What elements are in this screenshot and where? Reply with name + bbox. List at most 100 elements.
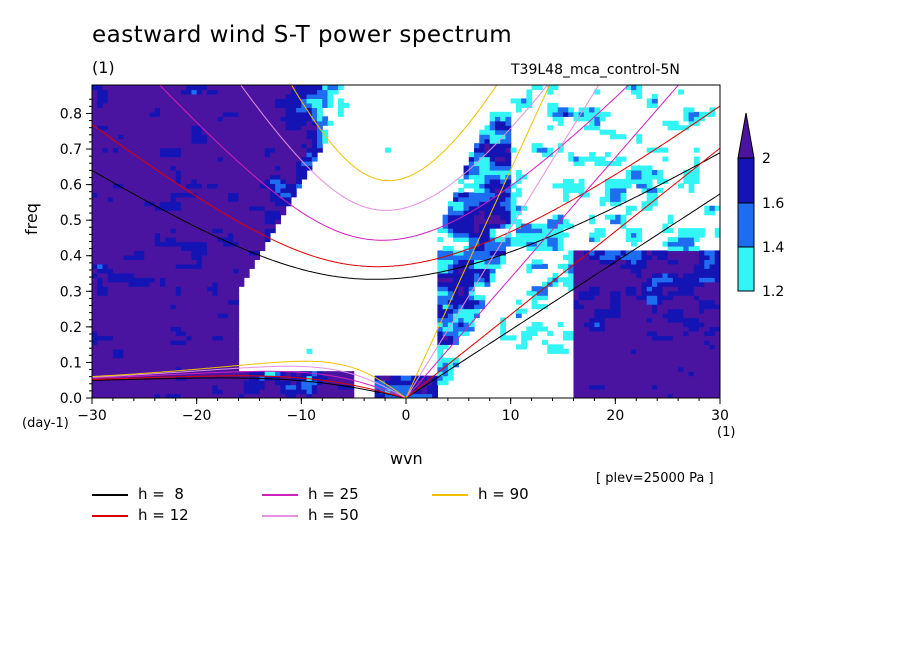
heatmap-cell <box>212 326 219 332</box>
heatmap-cell <box>97 268 104 274</box>
heatmap-cell <box>620 375 627 381</box>
heatmap-cell <box>102 384 109 390</box>
heatmap-cell <box>243 228 250 234</box>
heatmap-cell <box>458 295 465 301</box>
heatmap-cell <box>563 277 569 283</box>
heatmap-cell <box>128 89 135 95</box>
heatmap-cell <box>144 214 151 220</box>
heatmap-cell <box>160 268 166 274</box>
heatmap-cell <box>249 232 255 238</box>
heatmap-cell <box>264 165 271 171</box>
heatmap-cell <box>667 299 674 305</box>
heatmap-cell <box>139 277 145 283</box>
heatmap-cell <box>479 192 486 198</box>
heatmap-cell <box>672 120 679 126</box>
heatmap-cell <box>479 304 486 310</box>
heatmap-cell <box>290 111 297 117</box>
heatmap-cell <box>97 196 104 202</box>
heatmap-cell <box>149 313 156 319</box>
heatmap-cell <box>269 219 276 225</box>
heatmap-cell <box>92 245 98 252</box>
heatmap-cell <box>657 272 664 278</box>
heatmap-cell <box>249 147 255 153</box>
heatmap-cell <box>599 393 606 398</box>
heatmap-cell <box>149 250 156 256</box>
heatmap-cell <box>154 268 161 274</box>
heatmap-cell <box>625 277 632 283</box>
heatmap-cell <box>494 156 501 162</box>
heatmap-cell <box>704 389 711 395</box>
heatmap-cell <box>180 362 187 368</box>
heatmap-cell <box>196 196 203 202</box>
heatmap-cell <box>238 156 245 162</box>
heatmap-cell <box>92 161 98 167</box>
heatmap-cell <box>128 223 135 229</box>
heatmap-cell <box>688 169 695 176</box>
heatmap-cell <box>447 335 454 341</box>
heatmap-cell <box>411 380 418 386</box>
heatmap-cell <box>693 116 700 122</box>
heatmap-cell <box>149 286 156 292</box>
heatmap-cell <box>118 299 124 305</box>
heatmap-cell <box>175 339 182 345</box>
heatmap-cell <box>102 143 109 149</box>
heatmap-cell <box>154 161 161 167</box>
heatmap-cell <box>494 116 501 122</box>
heatmap-cell <box>646 165 653 171</box>
heatmap-cell <box>249 152 255 158</box>
heatmap-cell <box>92 344 98 350</box>
heatmap-cell <box>515 174 522 180</box>
heatmap-cell <box>672 348 679 354</box>
heatmap-cell <box>92 205 98 211</box>
heatmap-cell <box>641 357 648 363</box>
heatmap-cell <box>97 120 104 126</box>
heatmap-cell <box>625 393 632 398</box>
heatmap-cell <box>704 259 711 265</box>
heatmap-cell <box>589 259 595 265</box>
heatmap-cell <box>264 161 271 167</box>
heatmap-cell <box>191 313 198 319</box>
heatmap-cell <box>207 295 213 301</box>
heatmap-cell <box>186 295 193 301</box>
heatmap-cell <box>92 174 98 180</box>
heatmap-cell <box>536 321 543 328</box>
heatmap-cell <box>154 330 161 336</box>
heatmap-cell <box>170 371 177 377</box>
heatmap-cell <box>683 241 690 247</box>
heatmap-cell <box>678 393 684 398</box>
heatmap-cell <box>139 339 145 345</box>
heatmap-cell <box>505 223 512 229</box>
heatmap-cell <box>557 348 564 354</box>
heatmap-cell <box>160 161 166 167</box>
heatmap-cell <box>264 232 271 238</box>
heatmap-cell <box>196 111 203 117</box>
heatmap-cell <box>154 353 161 359</box>
heatmap-cell <box>317 120 323 126</box>
heatmap-cell <box>604 344 611 350</box>
heatmap-cell <box>662 254 669 260</box>
heatmap-cell <box>102 362 109 368</box>
heatmap-cell <box>641 362 648 368</box>
heatmap-cell <box>133 178 140 184</box>
heatmap-cell <box>317 143 323 149</box>
heatmap-cell <box>468 304 475 310</box>
heatmap-cell <box>207 317 213 323</box>
heatmap-cell <box>238 169 245 176</box>
dispersion-curve-h8 <box>92 377 407 398</box>
heatmap-cell <box>678 384 684 390</box>
heatmap-cell <box>604 321 611 328</box>
heatmap-cell <box>170 308 177 314</box>
heatmap-cell <box>254 120 261 126</box>
heatmap-cell <box>672 366 679 372</box>
heatmap-cell <box>207 362 213 368</box>
heatmap-cell <box>207 107 213 113</box>
heatmap-cell <box>128 304 135 310</box>
heatmap-cell <box>709 308 716 314</box>
heatmap-cell <box>222 295 229 301</box>
heatmap-cell <box>610 268 616 274</box>
heatmap-cell <box>139 201 145 207</box>
heatmap-cell <box>170 183 177 189</box>
heatmap-cell <box>128 353 135 359</box>
heatmap-cell <box>186 290 193 296</box>
heatmap-cell <box>463 254 470 260</box>
